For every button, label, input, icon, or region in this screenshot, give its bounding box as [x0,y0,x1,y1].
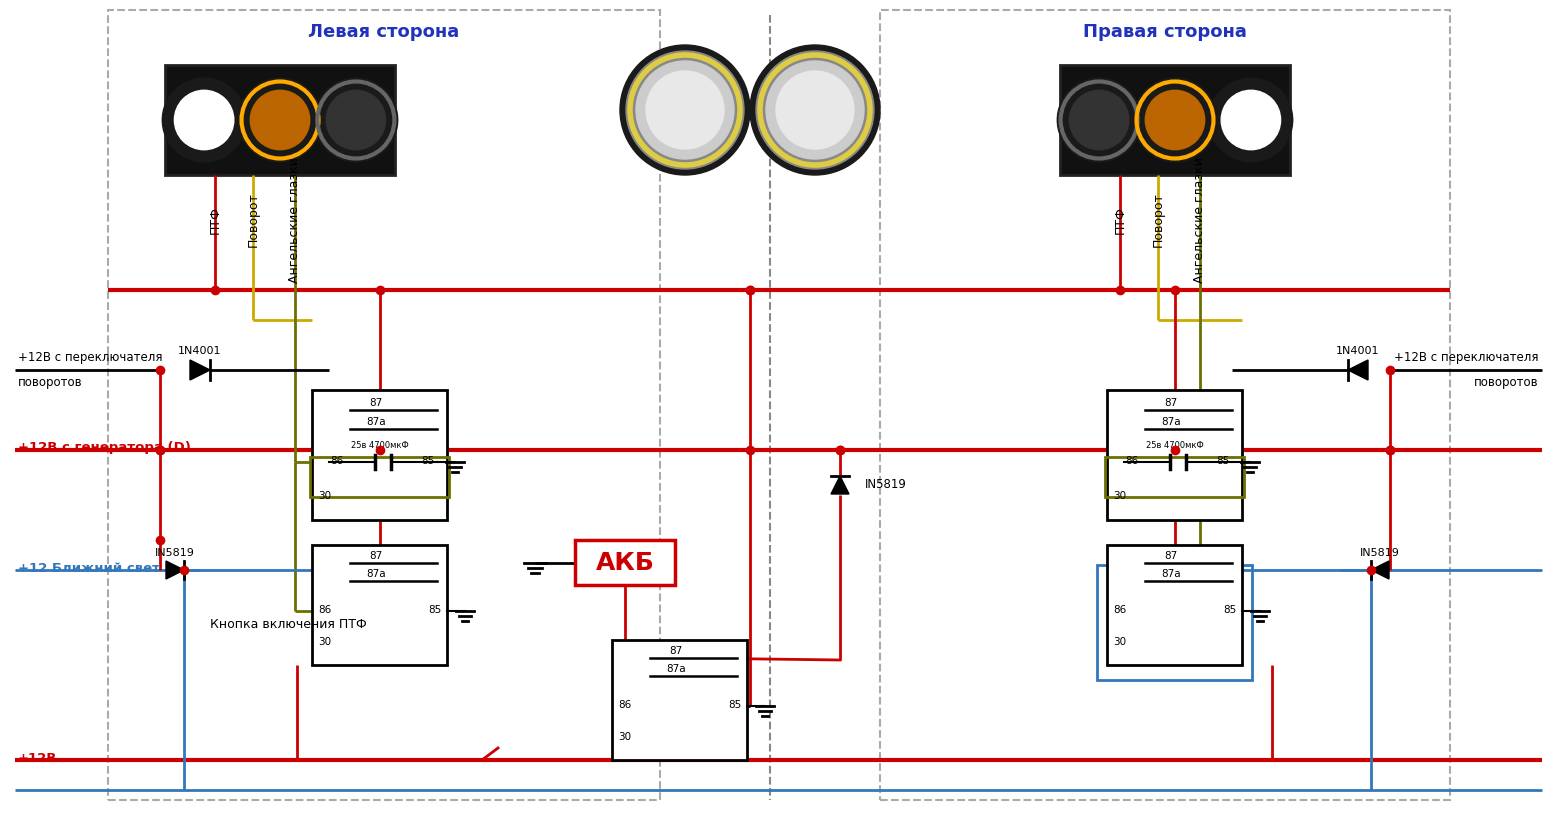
Circle shape [1221,90,1280,150]
Bar [1107,390,1242,520]
Text: +12В: +12В [19,752,58,764]
Text: ПТФ: ПТФ [1113,206,1127,234]
Bar [880,10,1450,800]
Text: Поворот: Поворот [1152,192,1165,247]
Circle shape [174,90,234,150]
Text: Ангельские глазки: Ангельские глазки [288,157,302,283]
Bar [1105,456,1244,496]
Text: 1N4001: 1N4001 [177,346,221,356]
Text: 87: 87 [670,646,682,656]
Text: +12 Ближний свет: +12 Ближний свет [19,562,160,574]
Text: IN5819: IN5819 [866,478,906,491]
Text: 85: 85 [1224,605,1236,615]
Text: АКБ: АКБ [596,550,654,574]
Text: 30: 30 [618,732,632,742]
Polygon shape [190,360,210,380]
Bar [575,540,676,585]
Polygon shape [1372,561,1389,579]
Bar [612,640,747,760]
Text: +12В с переключателя: +12В с переключателя [19,351,162,364]
Text: 1N4001: 1N4001 [1336,346,1380,356]
Circle shape [620,45,750,175]
Text: 87: 87 [1165,397,1177,408]
Text: Кнопка включения ПТФ: Кнопка включения ПТФ [210,618,367,631]
Polygon shape [167,561,184,579]
Text: поворотов: поворотов [1474,376,1538,389]
Circle shape [766,61,864,159]
Text: 87: 87 [1165,551,1177,561]
Text: 87a: 87a [366,569,386,579]
Text: Правая сторона: Правая сторона [1084,23,1247,41]
Text: 86: 86 [1126,455,1140,465]
Circle shape [757,51,873,169]
Circle shape [1210,78,1292,162]
Text: 87a: 87a [366,417,386,427]
Text: 86: 86 [618,700,632,710]
Circle shape [315,78,397,162]
Bar [313,545,447,665]
Text: 86: 86 [319,605,332,615]
Polygon shape [1348,360,1369,380]
Text: 85: 85 [729,700,741,710]
Text: 86: 86 [1113,605,1127,615]
Text: 25в 4700мкФ: 25в 4700мкФ [1146,441,1204,450]
Text: +12В с переключателя: +12В с переключателя [1395,351,1538,364]
Circle shape [1057,78,1141,162]
Text: ПТФ: ПТФ [209,206,221,234]
Text: 30: 30 [1113,637,1127,647]
Text: 87a: 87a [1162,417,1180,427]
Polygon shape [831,476,849,494]
Circle shape [251,90,310,150]
Circle shape [1133,78,1218,162]
Circle shape [750,45,880,175]
Circle shape [626,51,744,169]
Bar [1060,65,1291,175]
Text: Ангельские глазки: Ангельские глазки [1194,157,1207,283]
Bar [313,390,447,520]
Text: Поворот: Поворот [246,192,260,247]
Text: 30: 30 [1113,491,1127,500]
Bar [1107,545,1242,665]
Text: 30: 30 [319,637,332,647]
Text: IN5819: IN5819 [1361,548,1400,558]
Text: 86: 86 [330,455,344,465]
Text: 85: 85 [422,455,434,465]
Circle shape [646,71,724,149]
Bar [310,456,450,496]
Text: 87: 87 [369,551,383,561]
Text: 87a: 87a [1162,569,1180,579]
Text: 85: 85 [1216,455,1230,465]
Text: 30: 30 [319,491,332,500]
Bar [165,65,395,175]
Circle shape [1146,90,1205,150]
Text: Левая сторона: Левая сторона [308,23,459,41]
Text: +12В с генератора (D): +12В с генератора (D) [19,441,192,455]
Bar [1098,565,1252,680]
Circle shape [635,61,733,159]
Circle shape [1070,90,1129,150]
Text: 85: 85 [428,605,442,615]
Text: 25в 4700мкФ: 25в 4700мкФ [352,441,409,450]
Circle shape [162,78,246,162]
Bar [107,10,660,800]
Text: 87: 87 [369,397,383,408]
Circle shape [238,78,322,162]
Text: IN5819: IN5819 [156,548,195,558]
Text: поворотов: поворотов [19,376,83,389]
Circle shape [775,71,853,149]
Text: 87a: 87a [666,664,685,674]
Circle shape [327,90,386,150]
